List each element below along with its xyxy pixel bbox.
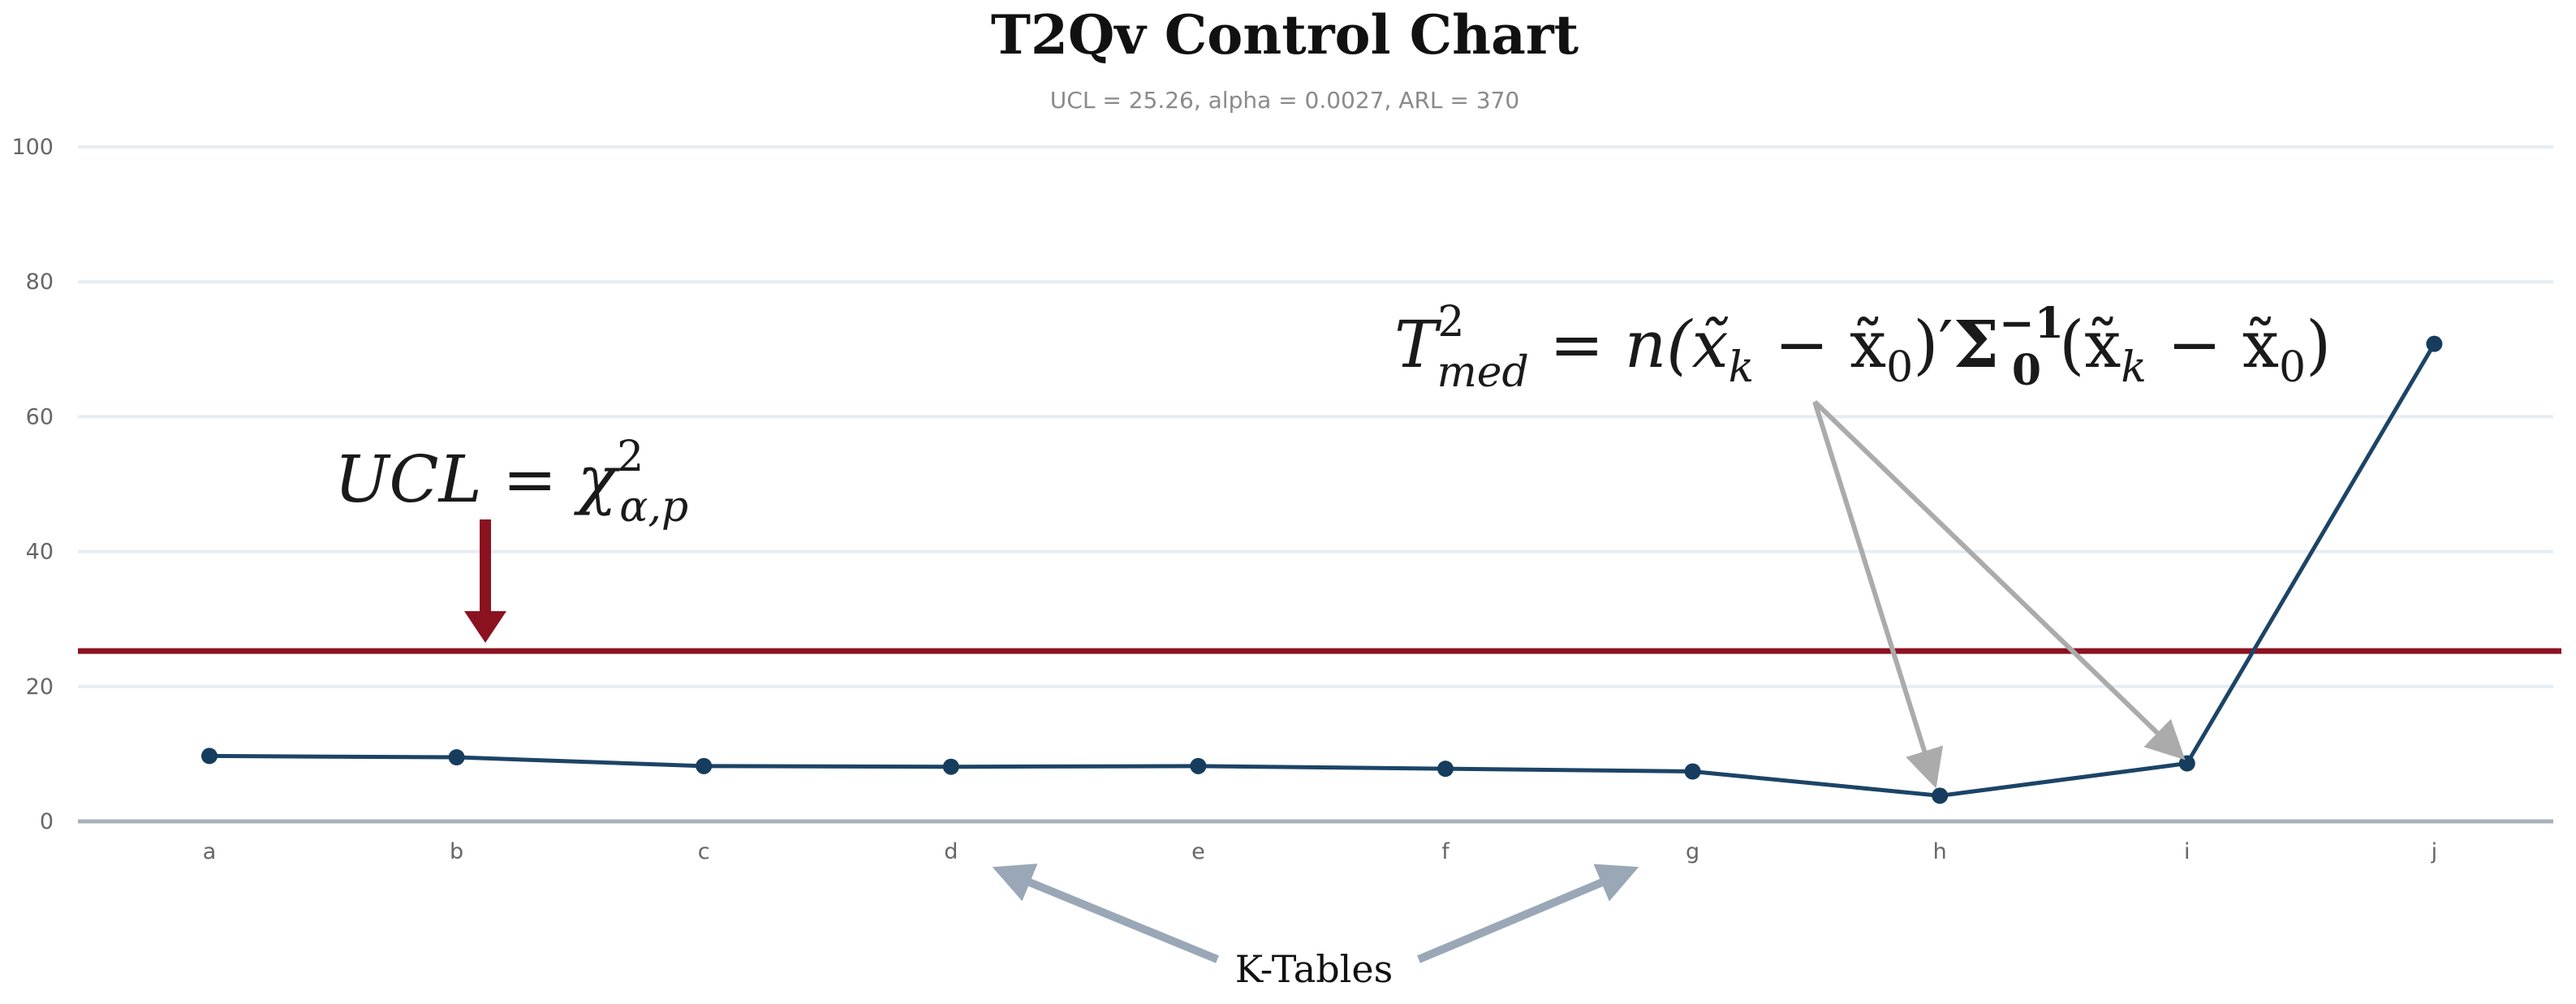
y-tick-label: 60 — [26, 404, 54, 429]
ucl-formula: UCL = χ2 α,p — [334, 433, 688, 532]
k-tables-arrow-left — [992, 864, 1219, 963]
ucl-formula-sup: 2 — [617, 433, 644, 481]
ucl-formula-lhs: UCL = — [334, 442, 578, 517]
x-tick-label: j — [2431, 839, 2438, 864]
data-point-j — [2426, 335, 2443, 352]
ucl-formula-sub: α,p — [619, 483, 688, 532]
t2-formula: T2 med = n(x̃k − x̃0)′Σ−1 0 (x̃k − x̃0) — [1394, 298, 2331, 397]
data-point-b — [448, 749, 465, 766]
series-line-t2med — [209, 343, 2436, 798]
data-point-e — [1190, 757, 1207, 774]
chart-title: T2Qv Control Chart — [991, 3, 1579, 67]
x-tick-label: e — [1191, 839, 1205, 864]
x-tick-label: f — [1441, 839, 1450, 864]
x-tick-label: a — [203, 839, 217, 864]
formula-arrow-to-i — [1812, 399, 2186, 761]
chart-subtitle: UCL = 25.26, alpha = 0.0027, ARL = 370 — [1050, 87, 1519, 114]
x-tick-label: h — [1933, 839, 1947, 864]
y-tick-label: 100 — [11, 135, 54, 160]
y-axis-ticks: 0 20 40 60 80 100 — [11, 135, 54, 834]
y-tick-label: 40 — [26, 540, 54, 565]
data-point-a — [201, 748, 218, 765]
data-point-h — [1932, 787, 1949, 804]
data-point-i — [2178, 755, 2195, 772]
data-point-c — [696, 757, 713, 774]
data-point-f — [1437, 761, 1454, 778]
x-tick-label: g — [1686, 839, 1699, 864]
ucl-arrow — [464, 519, 506, 643]
gridlines — [78, 145, 2553, 688]
ucl-formula-chi: χ — [574, 442, 621, 517]
x-tick-label: d — [944, 839, 958, 864]
x-tick-label: i — [2184, 839, 2190, 864]
data-point-g — [1684, 763, 1701, 780]
x-tick-label: c — [698, 839, 710, 864]
k-tables-arrow-right — [1417, 864, 1639, 963]
y-tick-label: 20 — [26, 674, 54, 700]
y-tick-label: 0 — [40, 809, 54, 834]
k-tables-label: K-Tables — [1235, 947, 1393, 991]
series-points — [201, 335, 2443, 804]
x-axis-ticks: a b c d e f g h i j — [203, 839, 2437, 864]
data-point-d — [942, 758, 959, 775]
y-tick-label: 80 — [26, 269, 54, 295]
formula-arrow-to-h — [1812, 401, 1944, 789]
x-tick-label: b — [450, 839, 463, 864]
